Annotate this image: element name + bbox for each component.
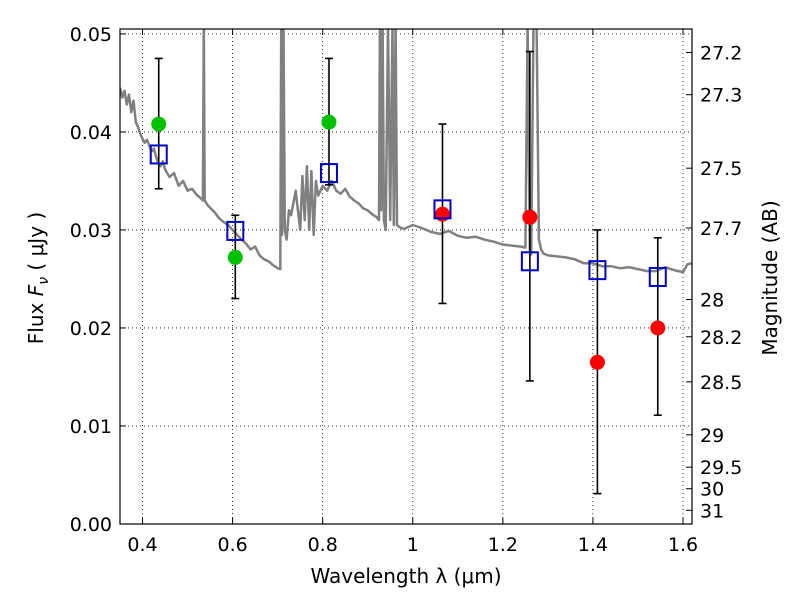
y-tick-label-1: 0.01	[70, 416, 112, 438]
right-tick-label-7: 29	[700, 425, 724, 447]
observed-point-6	[650, 320, 666, 336]
x-tick-label-4: 1.2	[488, 534, 518, 556]
model-spectrum-line	[120, 29, 692, 274]
y-axis-label-subscript: ν	[36, 277, 52, 285]
model-photometry-point-4	[520, 251, 539, 272]
y-tick-label-5: 0.05	[70, 24, 112, 46]
right-axis-label: Magnitude (AB)	[758, 200, 782, 355]
observed-point-3	[434, 206, 450, 222]
model-photometry-point-0	[149, 144, 168, 165]
model-photometry-layer	[149, 144, 667, 287]
axis-ticks: 0.4 0.6 0.8 1 1.2 1.4 1.6 0.00 0.01 0.02 0.03 0.04 0…	[70, 24, 743, 556]
x-tick-label-0: 0.4	[127, 534, 157, 556]
x-tick-label-6: 1.6	[668, 534, 698, 556]
x-tick-label-2: 0.8	[308, 534, 338, 556]
model-photometry-point-3	[433, 199, 452, 220]
x-tick-label-1: 0.6	[217, 534, 247, 556]
right-tick-label-6: 28.5	[700, 372, 742, 394]
plot-frame	[119, 28, 693, 525]
model-photometry-point-6	[648, 266, 667, 287]
right-tick-label-2: 27.5	[700, 158, 742, 180]
right-tick-label-10: 31	[700, 500, 724, 522]
model-photometry-point-1	[226, 220, 245, 241]
x-tick-label-5: 1.4	[578, 534, 608, 556]
y-axis-label-symbol: F	[24, 284, 48, 296]
y-axis-label-unit: ( μJy )	[24, 212, 48, 277]
observed-point-0	[151, 116, 167, 132]
observed-point-5	[589, 354, 605, 370]
x-axis-label: Wavelength λ (μm)	[310, 564, 501, 588]
observed-point-1	[227, 249, 243, 265]
right-tick-label-3: 27.7	[700, 218, 742, 240]
y-axis-label: Flux Fν ( μJy )	[24, 212, 52, 344]
y-tick-label-0: 0.00	[70, 514, 112, 536]
y-tick-label-3: 0.03	[70, 220, 112, 242]
observed-point-2	[321, 114, 337, 130]
right-tick-label-0: 27.2	[700, 43, 742, 65]
error-bars-layer	[154, 50, 662, 495]
y-axis-label-prefix: Flux	[24, 296, 48, 344]
y-tick-label-2: 0.02	[70, 318, 112, 340]
model-spectrum-layer	[120, 29, 692, 274]
observed-points-layer	[151, 114, 666, 370]
observed-point-4	[522, 209, 538, 225]
model-photometry-point-5	[588, 260, 607, 281]
axes-frame	[119, 28, 693, 525]
model-photometry-point-2	[319, 163, 338, 184]
right-tick-label-1: 27.3	[700, 85, 742, 107]
right-tick-label-8: 29.5	[700, 457, 742, 479]
right-tick-label-5: 28.2	[700, 327, 742, 349]
y-tick-label-4: 0.04	[70, 122, 112, 144]
right-tick-label-4: 28	[700, 290, 724, 312]
right-tick-label-9: 30	[700, 479, 724, 501]
x-tick-label-3: 1	[407, 534, 419, 556]
